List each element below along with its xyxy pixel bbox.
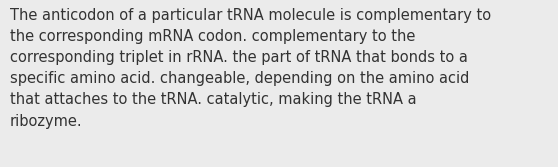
Text: The anticodon of a particular tRNA molecule is complementary to
the correspondin: The anticodon of a particular tRNA molec… (10, 8, 491, 129)
